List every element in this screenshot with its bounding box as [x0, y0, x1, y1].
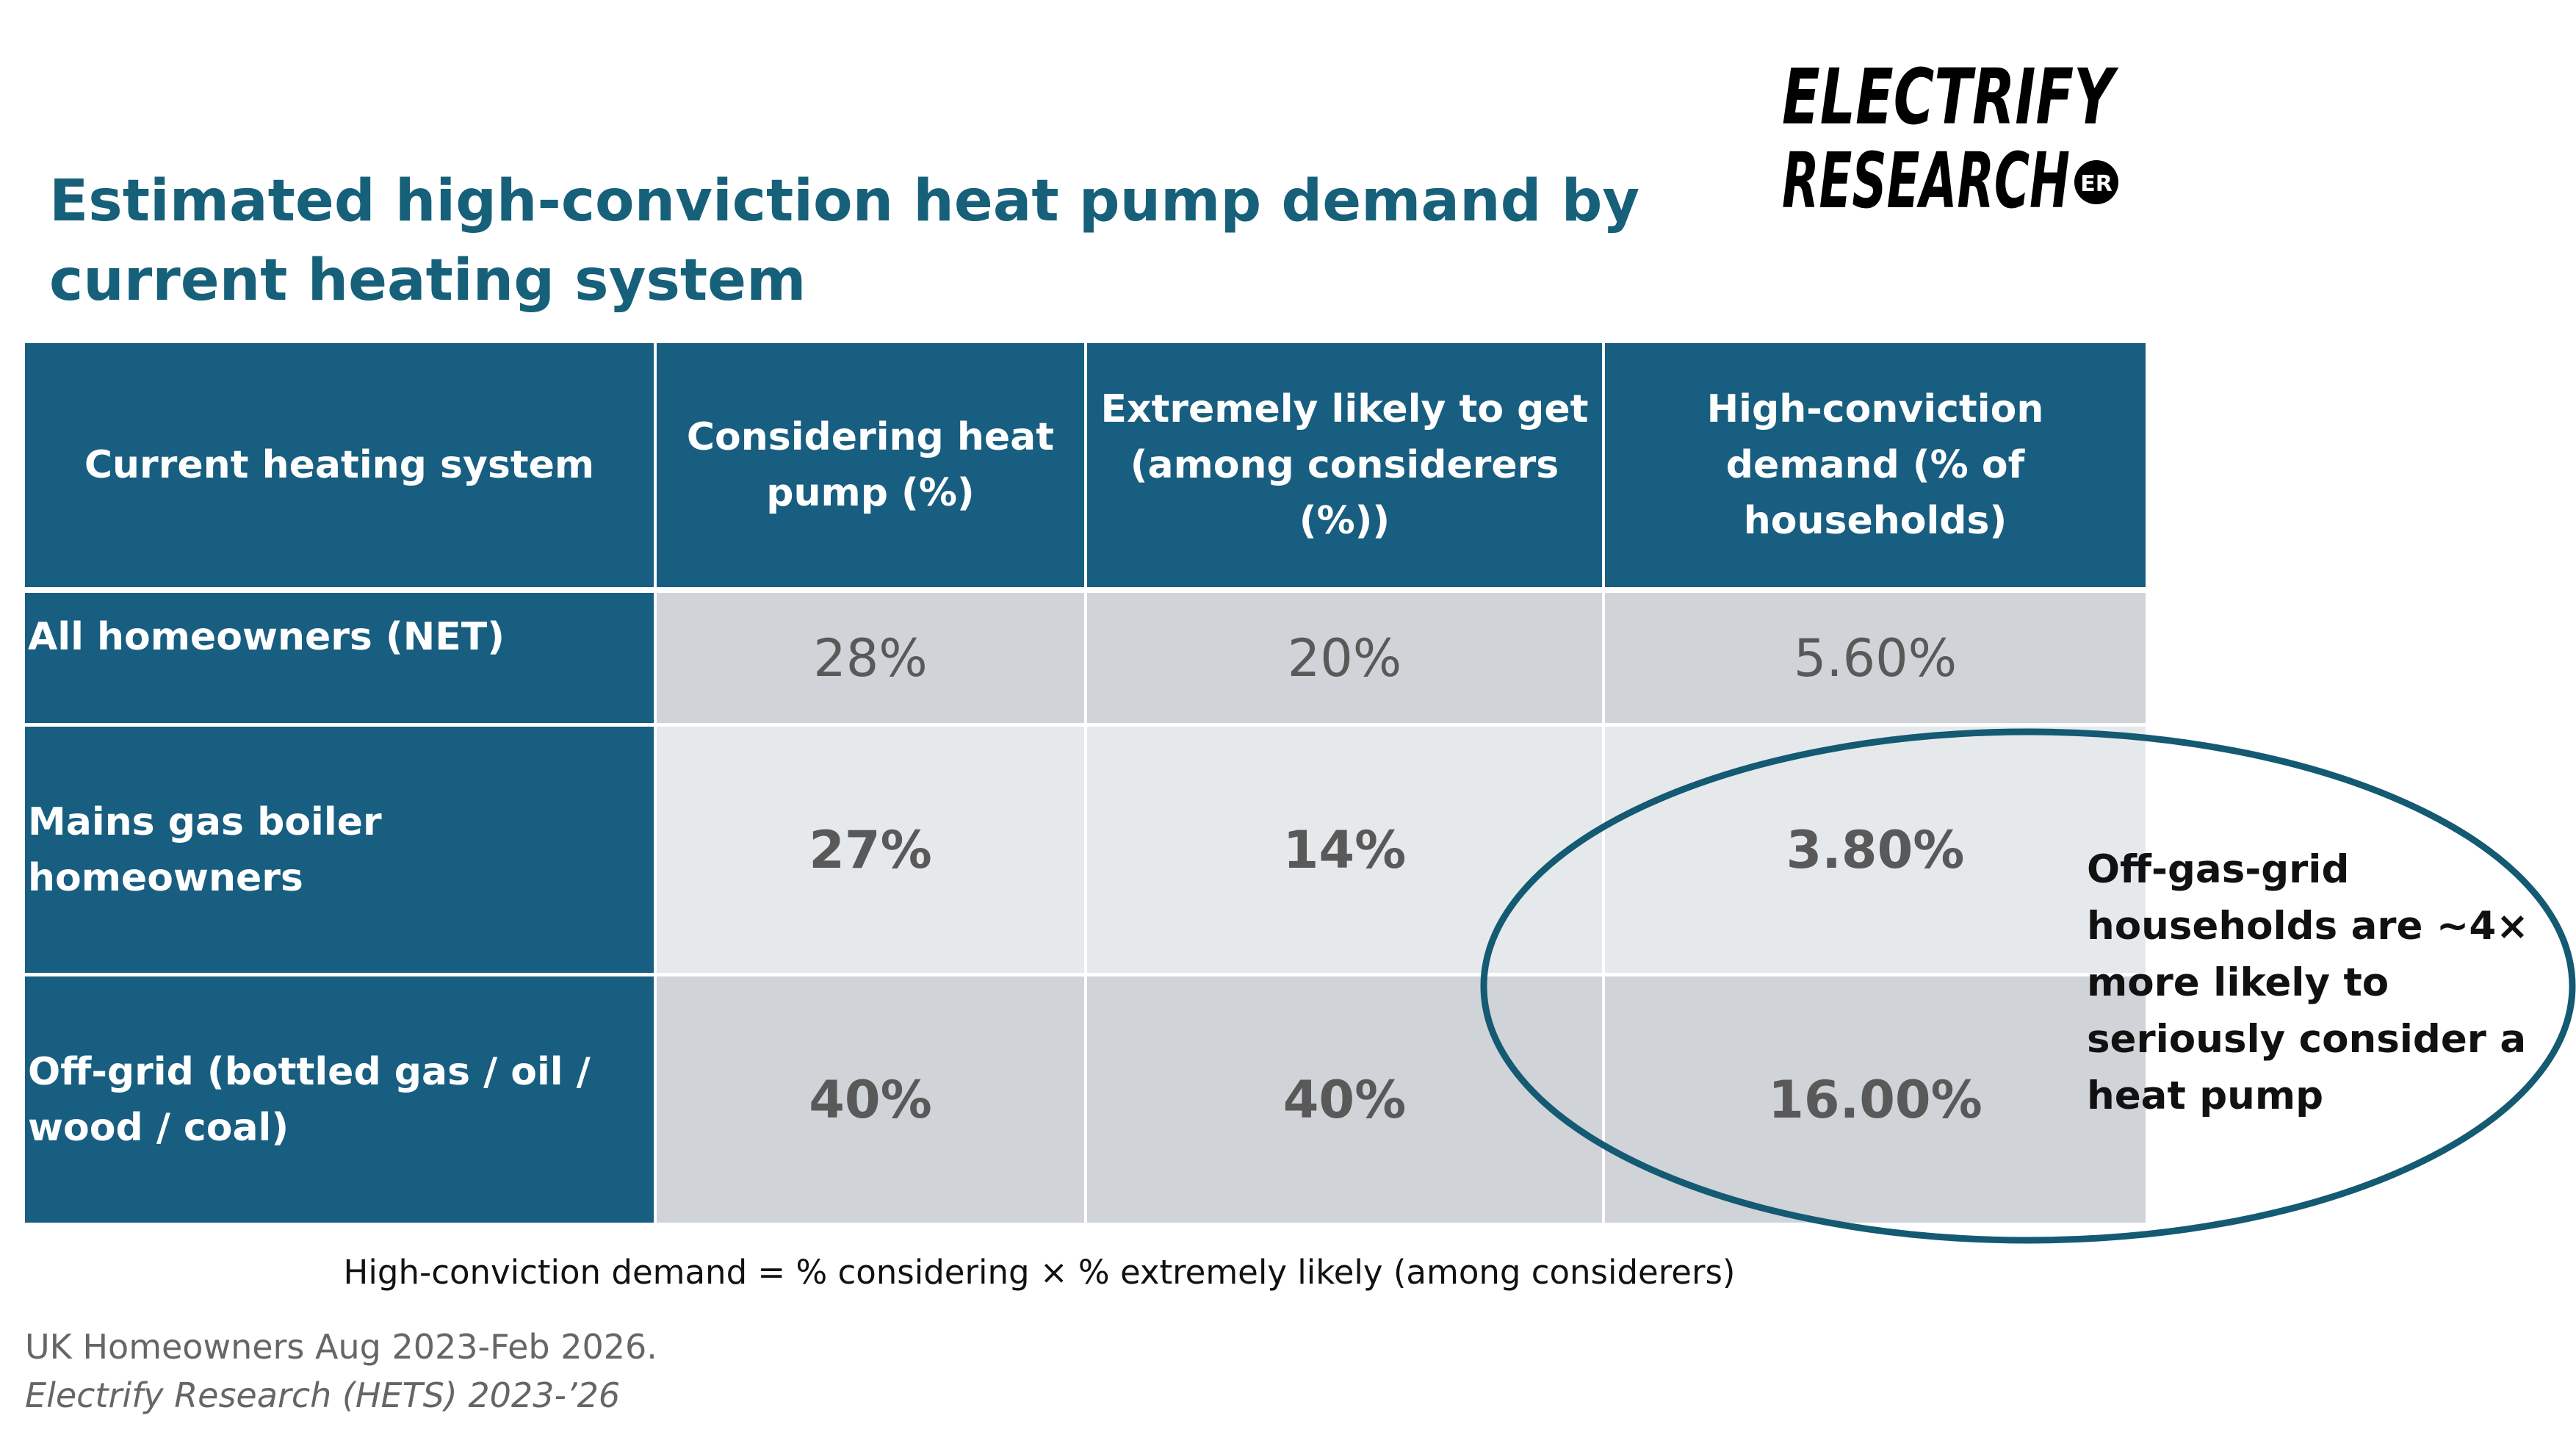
row-label: All homeowners (NET): [25, 593, 654, 723]
logo-line: ELECTRIFY: [1782, 52, 2119, 142]
formula-note: High-conviction demand = % considering ×…: [343, 1253, 1736, 1292]
highlight-ellipse: [1480, 728, 2576, 1244]
row-label: Mains gas boiler homeowners: [25, 727, 654, 973]
header-cell: High-conviction demand (% of households): [1605, 343, 2146, 587]
logo: ELECTRIFY RESEARCH ER: [1782, 52, 2119, 226]
table-cell: 5.60%: [1605, 593, 2146, 723]
table-cell: 27%: [657, 727, 1084, 973]
logo-badge-text: ER: [2080, 171, 2113, 197]
callout-line: seriously consider a: [2087, 1017, 2527, 1062]
title: Estimated high-conviction heat pump dema…: [49, 168, 1640, 314]
callout-line: households are ~4×: [2087, 904, 2529, 949]
table-cell: 28%: [657, 593, 1084, 723]
source-line: Electrify Research (HETS) 2023-’26: [25, 1375, 621, 1415]
row-label: Off-grid (bottled gas / oil / wood / coa…: [25, 976, 654, 1223]
logo-line: RESEARCH: [1782, 136, 2070, 226]
callout: Off-gas-grid households are ~4× more likel…: [2087, 841, 2529, 1124]
table-cell: 14%: [1087, 727, 1602, 973]
table-cell: 20%: [1087, 593, 1602, 723]
callout-line: more likely to: [2087, 960, 2389, 1005]
callout-line: heat pump: [2087, 1073, 2324, 1118]
table-cell: 16.00%: [1605, 976, 2146, 1223]
table-cell: 40%: [657, 976, 1084, 1223]
callout-line: Off-gas-grid: [2087, 847, 2350, 892]
header-cell: Considering heat pump (%): [657, 343, 1084, 587]
table-cell: 40%: [1087, 976, 1602, 1223]
table-cell: 3.80%: [1605, 727, 2146, 973]
source-line: UK Homeowners Aug 2023-Feb 2026.: [25, 1327, 657, 1367]
header-cell: Current heating system: [25, 343, 654, 587]
header-cell: Extremely likely to get (among considere…: [1087, 343, 1602, 587]
logo-badge: [2074, 160, 2118, 204]
